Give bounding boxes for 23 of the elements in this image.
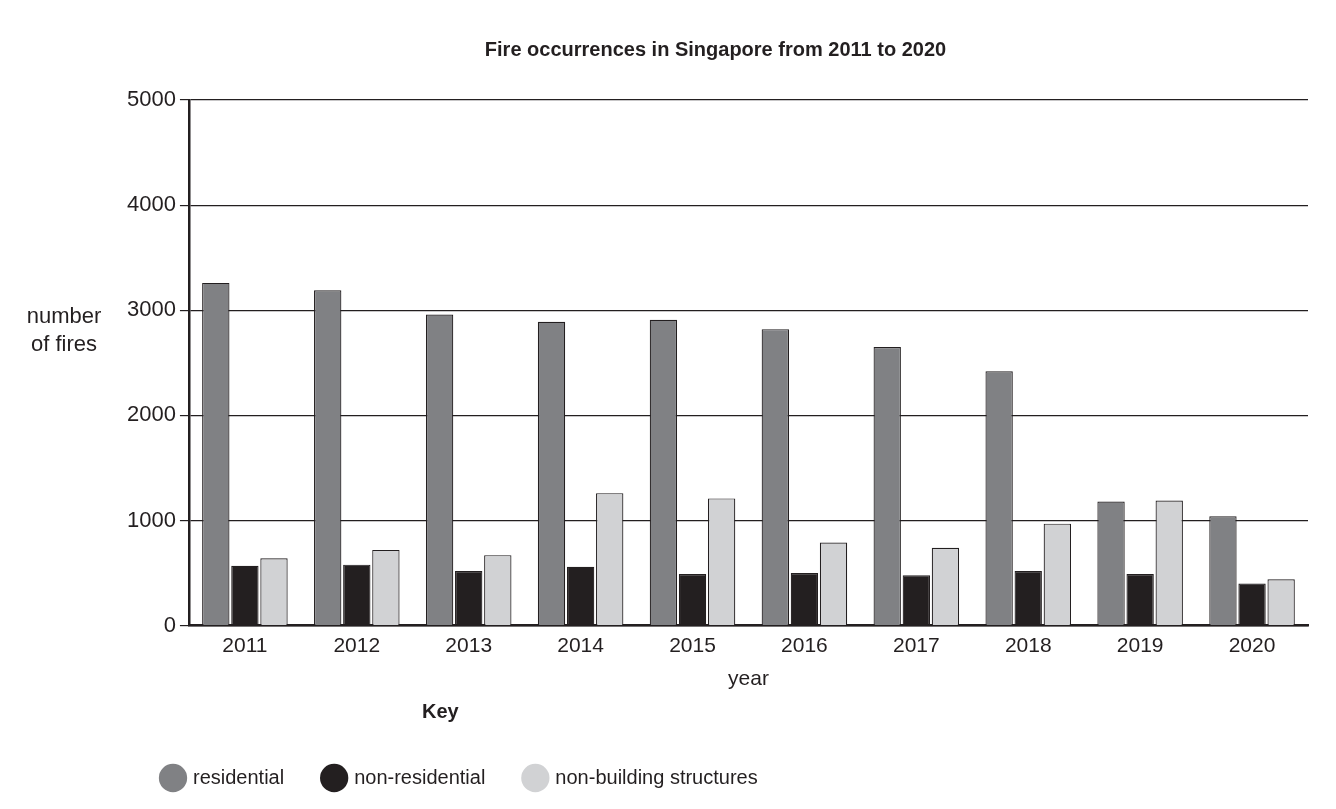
x-tick-label: 2013 [445,633,493,656]
x-tick-label: 2012 [333,633,381,656]
x-tick-label: 2017 [892,633,940,656]
legend-label: non-residential [354,765,486,788]
y-tick-label: 3000 [126,296,176,322]
x-tick-label: 2015 [669,633,716,656]
x-tick-label: 2016 [781,633,828,656]
y-tick-label: 0 [163,611,176,637]
y-tick-label: 4000 [126,191,176,217]
x-tick-label: 2020 [1228,633,1276,656]
x-tick-label: 2018 [1004,633,1052,656]
x-tick-label: 2019 [1116,633,1164,656]
y-tick-label: 1000 [126,506,176,532]
y-tick-label: 2000 [126,401,176,427]
chart-title: Fire occurrences in Singapore from 2011 to 2020 [484,37,947,60]
x-axis-title: year [728,666,769,690]
y-tick-label: 5000 [126,86,176,112]
x-tick-label: 2011 [222,633,268,656]
legend-title: Key [421,699,460,722]
x-tick-label: 2014 [557,633,605,656]
legend-label: residential [193,765,285,788]
legend-label: non-building structures [555,765,758,788]
y-axis-title: number of fires [26,303,102,357]
